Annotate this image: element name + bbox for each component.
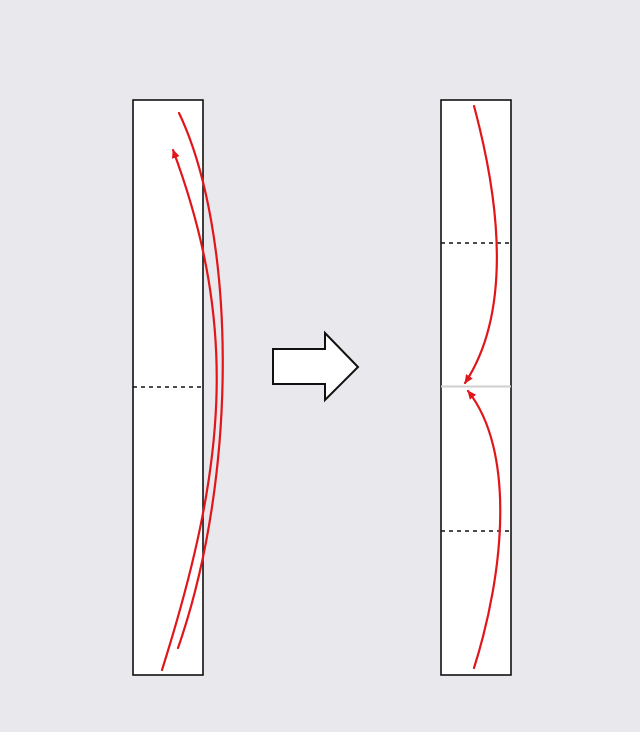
fold-arrow-down (176, 111, 224, 650)
strip-before (132, 99, 224, 676)
fold-arrow-top-to-center (463, 104, 498, 385)
strip-after (440, 99, 512, 676)
fold-arrow-bottom-to-center (466, 389, 502, 670)
step-transition-arrow (272, 330, 360, 403)
right-arrow-icon (272, 330, 360, 403)
fold-arrow-up (160, 148, 218, 672)
